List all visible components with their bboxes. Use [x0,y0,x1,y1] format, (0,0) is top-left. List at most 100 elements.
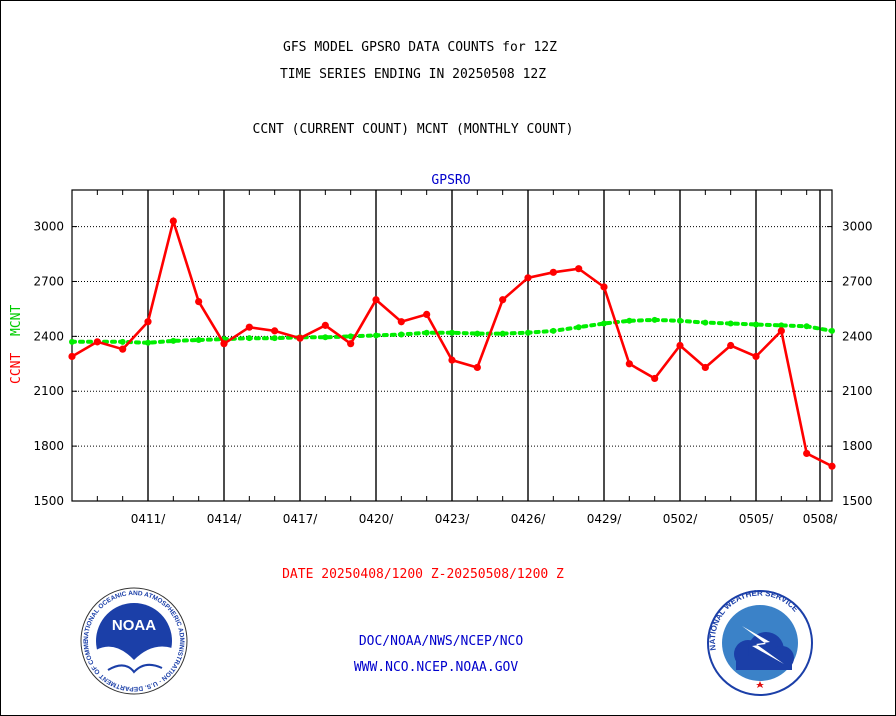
data-point-mcnt [753,321,759,328]
data-point-mcnt [499,330,506,337]
data-point-ccnt [397,318,405,326]
data-point-mcnt [550,327,557,334]
data-point-ccnt [68,352,76,361]
data-point-ccnt [803,449,811,458]
series-ccnt [68,216,836,470]
x-tick-label: 0426/ [511,512,547,526]
date-range-label: DATE 20250408/1200 Z-20250508/1200 Z [282,567,564,582]
data-point-ccnt [625,360,633,368]
y-tick-label-right: 1500 [842,494,873,508]
y-tick-label-right: 3000 [842,220,873,234]
data-point-ccnt [651,374,659,383]
x-tick-label: 0411/ [131,512,167,526]
data-point-mcnt [423,329,430,336]
y-tick-label-right: 1800 [842,439,873,453]
data-point-ccnt [271,327,279,335]
data-point-ccnt [549,268,557,276]
data-point-ccnt [169,217,177,225]
x-tick-label: 0502/ [663,512,699,526]
data-point-mcnt [829,327,835,334]
y-tick-label-right: 2400 [842,329,873,343]
data-point-ccnt [499,296,507,304]
data-point-mcnt [271,335,278,342]
data-point-ccnt [575,265,583,273]
data-point-ccnt [777,327,785,335]
data-point-ccnt [701,363,709,372]
data-point-mcnt [525,329,531,336]
org-path-label: DOC/NOAA/NWS/NCEP/NCO [359,634,524,649]
data-point-ccnt [423,310,431,318]
data-point-mcnt [170,337,177,344]
grid-layer [71,190,833,502]
data-point-mcnt [119,338,126,345]
data-point-ccnt [372,296,380,304]
data-point-mcnt [373,332,379,339]
y-tick-labels: 1500 1500 1800 1800 2100 2100 2400 2400 2700 2700… [33,220,872,508]
y-tick-label-left: 1800 [33,439,64,453]
y-tick-label-right: 2700 [842,274,873,288]
data-point-mcnt [778,322,785,329]
chart-header-line1: GFS MODEL GPSRO DATA COUNTS for 12Z [283,40,557,55]
data-point-ccnt [727,341,735,350]
y-axis-label-mcnt: MCNT [9,305,24,336]
data-point-mcnt [195,337,202,344]
data-point-ccnt [93,338,101,346]
data-point-mcnt [145,339,151,346]
data-point-ccnt [220,340,228,348]
data-point-mcnt [626,317,633,324]
y-tick-label-left: 2400 [33,329,64,343]
data-point-mcnt [601,320,607,327]
data-point-ccnt [473,363,481,372]
data-point-mcnt [803,323,810,330]
noaa-logo-text: NOAA [112,617,156,634]
data-point-mcnt [449,329,455,336]
x-tick-labels: 0411/0414/0417/0420/0423/0426/0429/0502/… [131,512,839,526]
y-tick-label-right: 2100 [842,384,873,398]
y-tick-label-left: 3000 [33,220,64,234]
data-point-mcnt [575,324,582,331]
data-point-mcnt [677,317,683,324]
chart-header-line3: CCNT (CURRENT COUNT) MCNT (MONTHLY COUNT… [253,122,574,137]
data-point-ccnt [524,274,532,282]
website-link[interactable]: WWW.NCO.NCEP.NOAA.GOV [354,660,519,675]
data-point-ccnt [676,341,684,350]
data-point-ccnt [119,345,127,353]
noaa-logo-icon: NOAA NATIONAL OCEANIC AND ATMOSPHERIC AD… [0,0,188,695]
data-point-mcnt [474,330,481,337]
data-point-ccnt [828,462,836,470]
data-point-ccnt [144,318,152,326]
data-point-ccnt [752,352,760,361]
y-tick-label-left: 2700 [33,274,64,288]
chart-header-line2: TIME SERIES ENDING IN 20250508 12Z [280,67,546,82]
data-point-ccnt [245,323,253,331]
y-tick-label-left: 1500 [33,494,64,508]
x-tick-label: 0414/ [207,512,243,526]
data-point-mcnt [347,333,354,340]
data-point-mcnt [246,335,253,342]
y-axis-label-ccnt: CCNT [9,353,24,384]
data-point-ccnt [321,321,329,329]
data-point-ccnt [347,340,355,348]
x-tick-label: 0429/ [587,512,623,526]
x-tick-label: 0505/ [739,512,775,526]
data-point-ccnt [296,334,304,342]
series-mcnt [69,316,835,346]
x-tick-label: 0420/ [359,512,395,526]
nws-logo-icon: NATIONAL WEATHER SERVICE [707,589,813,696]
x-tick-label: 0508/ [803,512,839,526]
data-point-mcnt [398,331,405,338]
data-point-mcnt [727,320,734,327]
data-point-mcnt [69,338,75,345]
data-point-ccnt [600,283,608,291]
chart-title: GPSRO [431,173,470,188]
data-point-ccnt [195,297,203,306]
x-tick-label: 0417/ [283,512,319,526]
x-tick-label: 0423/ [435,512,471,526]
series-layer [68,216,836,470]
data-point-ccnt [448,356,456,364]
y-tick-label-left: 2100 [33,384,64,398]
data-point-mcnt [651,316,658,323]
data-point-mcnt [322,334,329,341]
data-point-mcnt [702,319,709,326]
